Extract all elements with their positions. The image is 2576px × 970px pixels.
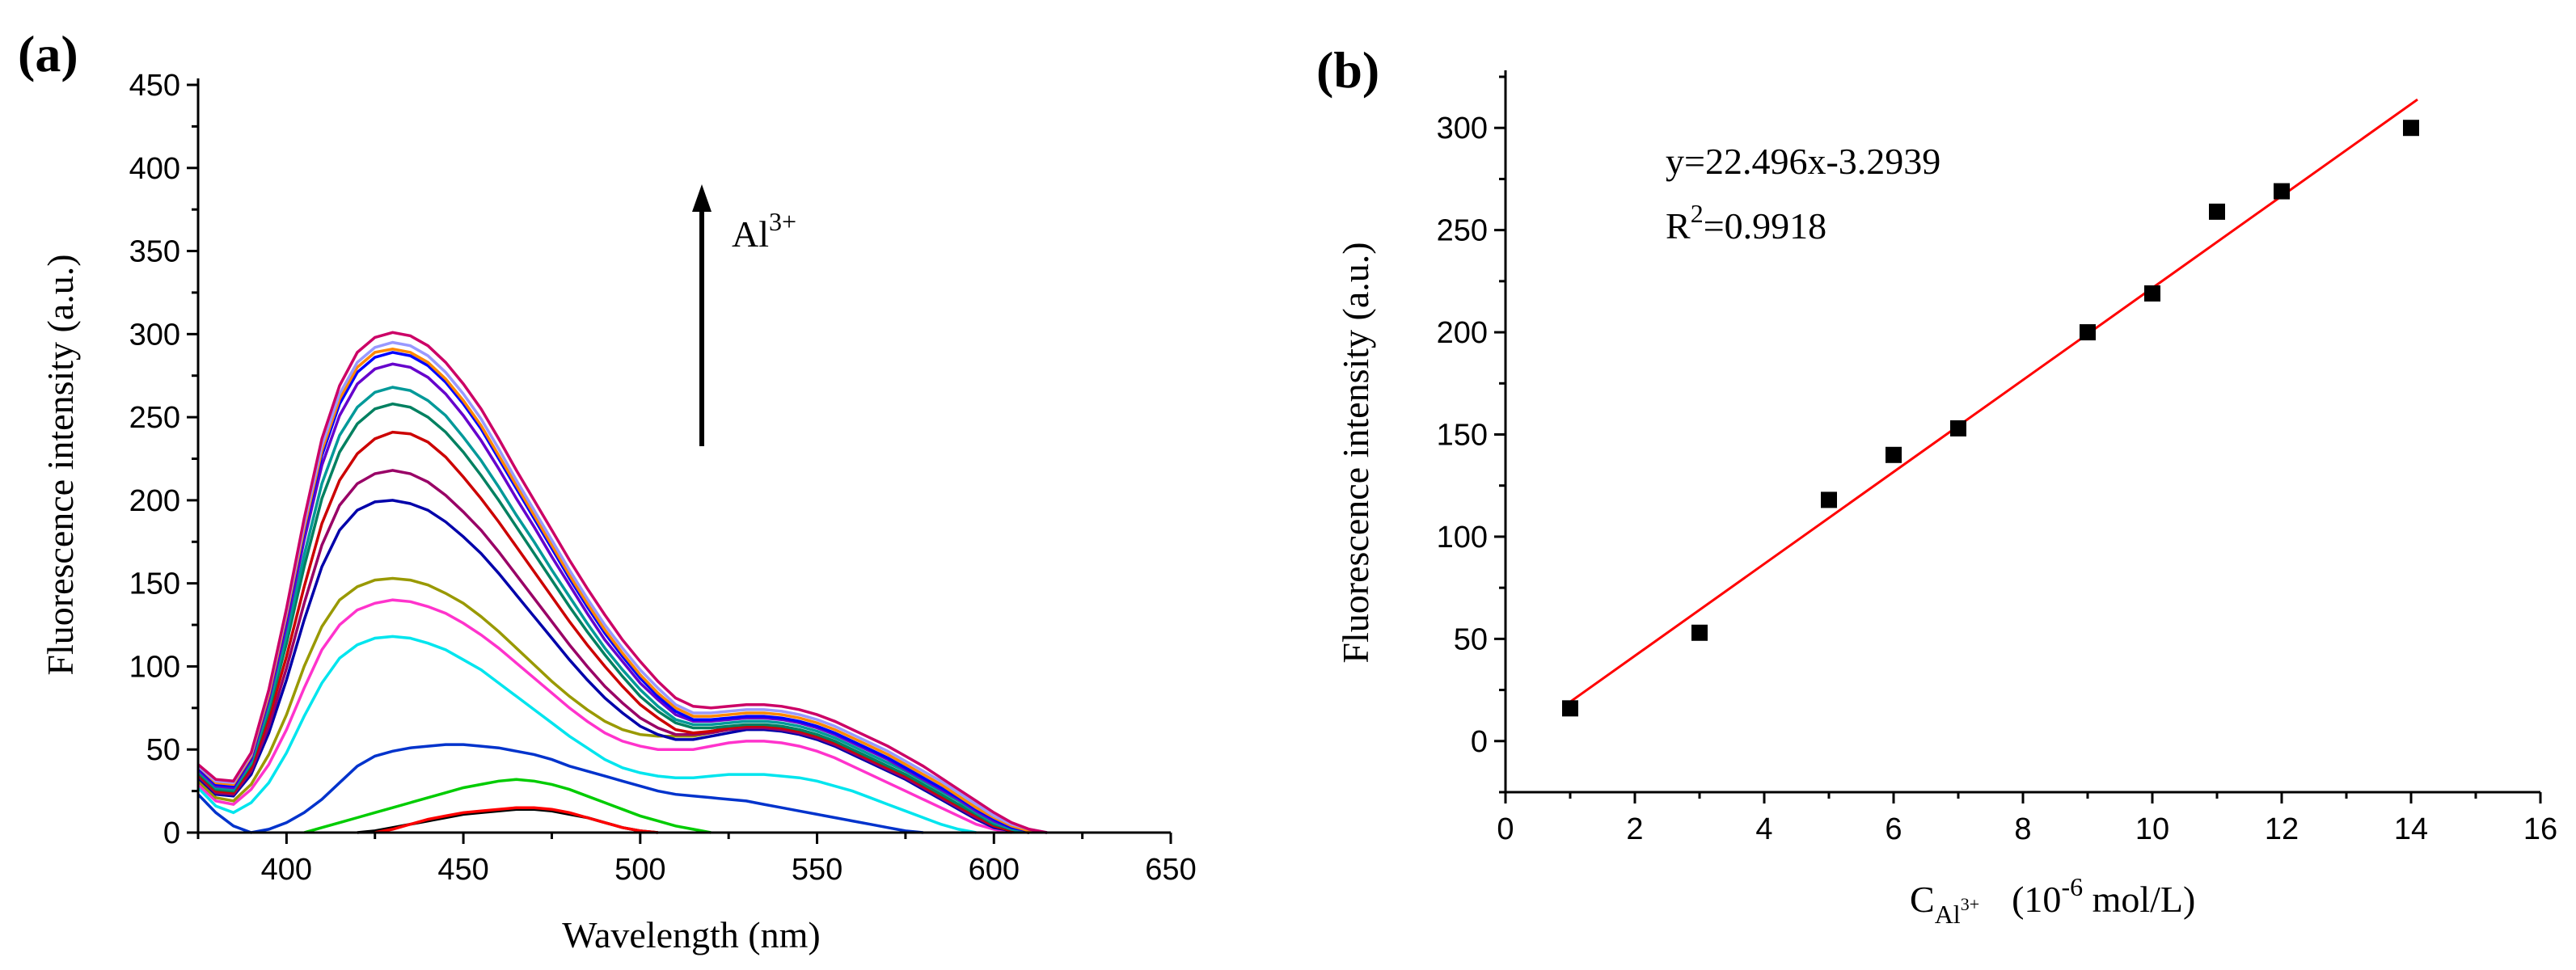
spectrum-line-5 <box>196 635 977 834</box>
spectrum-line-16 <box>196 340 1048 834</box>
panel-b-y-tick-label: 250 <box>1437 214 1488 248</box>
r2-base: R <box>1666 205 1691 247</box>
spectrum-line-2 <box>374 806 658 834</box>
x-axis-title-base: C <box>1910 879 1935 920</box>
spectrum-line-6 <box>196 598 1012 834</box>
panel-b-y-tick-label: 300 <box>1437 112 1488 146</box>
panel-a-y-tick-label: 150 <box>129 567 180 601</box>
panel-b-x-tick-label: 14 <box>2394 812 2428 846</box>
data-point <box>1691 624 1708 641</box>
panel-a-y-tick-label: 450 <box>129 69 180 103</box>
panel-b-y-tick-label: 50 <box>1454 622 1488 656</box>
panel-b-x-axis-title: CAl3+ (10-6 mol/L) <box>1910 872 2195 929</box>
spectrum-line-4 <box>196 743 923 834</box>
spectrum-line-10 <box>196 430 1030 834</box>
x-axis-title-sub-sup: 3+ <box>1961 894 1979 914</box>
data-point <box>2403 120 2419 137</box>
spectrum-line-12 <box>196 386 1030 834</box>
panel-b-x-tick-label: 10 <box>2135 812 2169 846</box>
panel-a-y-tick-label: 200 <box>129 484 180 518</box>
fit-r-squared: R2=0.9918 <box>1666 199 1826 247</box>
panel-b-y-tick-label: 100 <box>1437 521 1488 555</box>
panel-b-x-tick-label: 8 <box>2014 812 2031 846</box>
panel-a-label: (a) <box>18 25 78 82</box>
panel-a-annotation: Al3+ <box>692 184 796 446</box>
panel-b-points-group <box>1562 120 2419 717</box>
panel-b-x-tick-label: 6 <box>1885 812 1902 846</box>
panel-b-x-tick-label: 2 <box>1626 812 1643 846</box>
panel-b-y-tick-label: 0 <box>1471 725 1488 759</box>
spectrum-line-3 <box>303 778 712 834</box>
panel-b-y-tick-label: 200 <box>1437 316 1488 350</box>
panel-b-y-tick-label: 150 <box>1437 419 1488 453</box>
panel-a-x-tick-label: 600 <box>969 853 1020 887</box>
annotation-sup: 3+ <box>769 207 796 236</box>
spectrum-line-14 <box>196 351 1048 834</box>
panel-a-y-tick-label: 50 <box>146 733 180 767</box>
spectrum-line-9 <box>196 469 1030 834</box>
panel-b-x-tick-label: 4 <box>1755 812 1772 846</box>
panel-a-y-tick-label: 250 <box>129 401 180 435</box>
panel-a-axes: 0 50 100 150 200 250 300 350 400 450 400 450 500 550 6… <box>129 69 1197 887</box>
panel-b-y-axis-title: Fluorescence intensity (a.u.) <box>1335 242 1376 663</box>
panel-a-y-tick-label: 100 <box>129 650 180 684</box>
annotation-base: Al <box>732 213 769 255</box>
panel-a-x-axis-title: Wavelength (nm) <box>562 914 820 955</box>
data-point <box>1562 700 1578 717</box>
data-point <box>2209 203 2225 220</box>
panel-a-x-tick-label: 400 <box>261 853 312 887</box>
panel-b-fit-group <box>1563 98 2418 708</box>
data-point <box>2080 324 2096 341</box>
annotation-text: Al3+ <box>732 207 796 255</box>
spectrum-line-17 <box>196 331 1048 834</box>
spectrum-line-15 <box>196 348 1048 834</box>
panel-b-x-tick-label: 16 <box>2523 812 2557 846</box>
fit-equation: y=22.496x-3.2939 <box>1666 141 1940 182</box>
panel-a-y-tick-label: 300 <box>129 318 180 352</box>
spectrum-line-8 <box>196 499 1030 834</box>
data-point <box>2274 183 2290 200</box>
x-axis-title-sub: Al <box>1935 900 1961 929</box>
x-axis-title-unit-exp: -6 <box>2061 872 2083 901</box>
panel-b-calibration: (b) 0 50 100 150 200 250 300 0 2 4 6 8 10 12 14 16 Fluo… <box>1316 41 2557 929</box>
panel-a-spectra: (a) 0 50 100 150 200 250 300 350 400 450 400 450 500… <box>18 25 1197 955</box>
x-axis-title-unit-prefix: (10 <box>2012 879 2061 920</box>
x-axis-title-unit-suffix: mol/L) <box>2083 879 2195 920</box>
panel-b-axes: 0 50 100 150 200 250 300 0 2 4 6 8 10 12 14 16 <box>1437 70 2557 846</box>
panel-a-x-tick-label: 450 <box>437 853 488 887</box>
panel-a-x-tick-label: 500 <box>614 853 665 887</box>
spectrum-line-13 <box>196 362 1048 834</box>
panel-a-y-axis-title: Fluorescence intensity (a.u.) <box>40 254 81 675</box>
spectrum-line-11 <box>196 402 1030 834</box>
panel-a-x-tick-label: 650 <box>1145 853 1196 887</box>
panel-b-x-tick-label: 12 <box>2265 812 2299 846</box>
panel-a-y-tick-label: 400 <box>129 152 180 186</box>
panel-b-x-tick-label: 0 <box>1497 812 1514 846</box>
panel-a-x-tick-label: 550 <box>792 853 842 887</box>
data-point <box>1821 491 1837 508</box>
panel-a-y-tick-label: 0 <box>163 816 180 850</box>
panel-b-label: (b) <box>1316 41 1379 99</box>
data-point <box>2144 285 2160 302</box>
data-point <box>1886 446 1902 463</box>
r2-value: =0.9918 <box>1704 205 1826 247</box>
panel-a-y-tick-label: 350 <box>129 235 180 269</box>
fit-line <box>1563 98 2418 708</box>
r2-exp: 2 <box>1691 199 1704 228</box>
data-point <box>1950 420 1966 436</box>
annotation-arrow-head-icon <box>692 184 712 212</box>
panel-a-series-group <box>196 331 1048 834</box>
